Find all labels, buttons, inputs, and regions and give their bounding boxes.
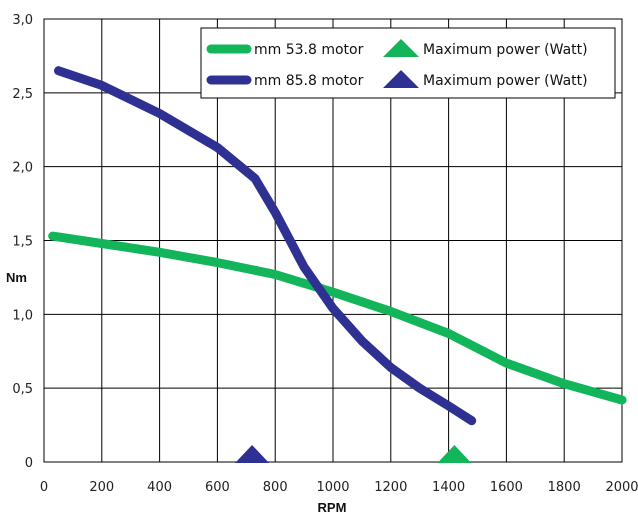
y-tick-label: 0 — [25, 456, 33, 471]
x-tick-label: 1200 — [374, 480, 407, 495]
max-power-marker-2 — [235, 445, 270, 463]
legend-series-name: mm 53.8 motor — [254, 42, 364, 58]
axes — [43, 18, 623, 463]
legend-marker-label: Maximum power (Watt) — [423, 42, 588, 58]
y-axis-title: Nm — [6, 270, 27, 285]
y-tick-label: 0,5 — [12, 382, 33, 397]
legend: mm 53.8 motor Maximum power (Watt) mm 85.8… — [200, 27, 616, 99]
x-tick-label: 1600 — [490, 480, 523, 495]
max-power-marker-1 — [437, 445, 472, 463]
series-lines — [48, 66, 627, 426]
y-tick-labels: 0 0,5 1,0 1,5 2,0 2,5 3,0 — [12, 13, 33, 471]
x-axis-title: RPM — [318, 500, 347, 515]
x-tick-labels: 0 200 400 600 800 1000 1200 1400 1600 1800 2000 — [40, 480, 638, 495]
x-tick-label: 2000 — [605, 480, 638, 495]
legend-swatch-triangle — [383, 39, 419, 57]
y-tick-label: 3,0 — [12, 13, 33, 28]
legend-marker-label: Maximum power (Watt) — [423, 73, 588, 89]
max-power-markers — [235, 445, 472, 463]
x-tick-label: 600 — [205, 480, 230, 495]
y-tick-label: 2,5 — [12, 87, 33, 102]
y-tick-label: 2,0 — [12, 161, 33, 176]
x-tick-label: 0 — [40, 480, 48, 495]
x-tick-label: 1400 — [432, 480, 465, 495]
plot-frame — [43, 18, 623, 463]
x-tick-label: 1800 — [548, 480, 581, 495]
x-tick-label: 400 — [147, 480, 172, 495]
legend-swatch-triangle — [383, 70, 419, 88]
series-line-1 — [48, 231, 627, 405]
legend-series-name: mm 85.8 motor — [254, 73, 364, 89]
x-tick-label: 800 — [263, 480, 288, 495]
y-tick-label: 1,5 — [12, 235, 33, 250]
x-tick-label: 1000 — [316, 480, 349, 495]
x-tick-label: 200 — [89, 480, 114, 495]
y-tick-label: 1,0 — [12, 308, 33, 323]
series-line-2 — [54, 66, 477, 426]
